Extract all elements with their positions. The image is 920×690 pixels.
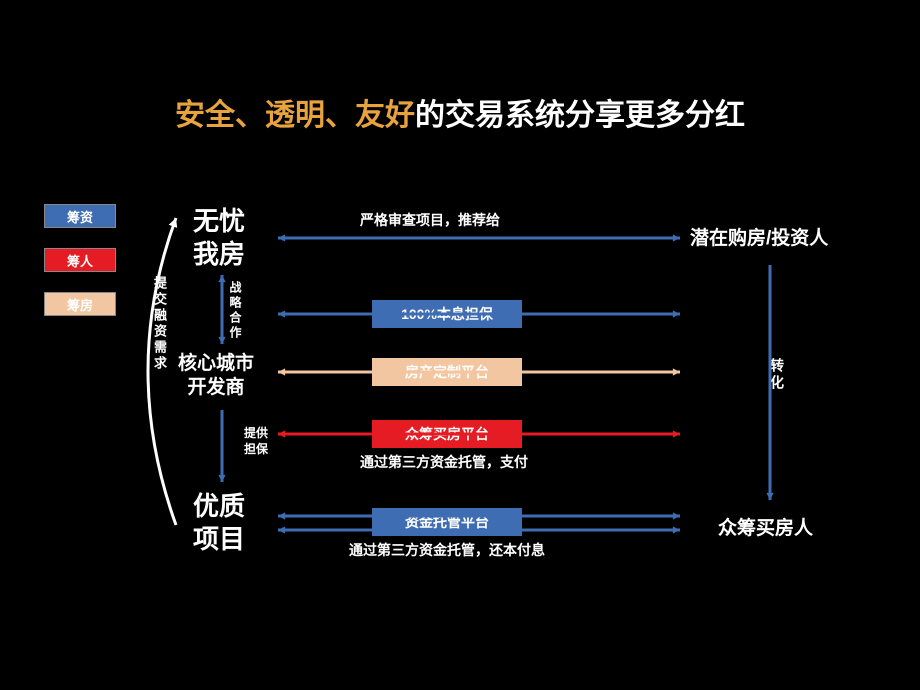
slide-title: 安全、透明、友好的交易系统分享更多分红 (0, 90, 920, 134)
label-repay-custody: 通过第三方资金托管，还本付息 (349, 540, 545, 560)
label-pay-custody: 通过第三方资金托管，支付 (360, 452, 528, 472)
legend-item: 筹资 (44, 204, 116, 228)
platform-box: 房产定制平台 (372, 358, 522, 386)
title-accent: 安全、透明、友好 (175, 99, 415, 132)
node-line: 项目 (193, 523, 245, 556)
platform-box: 资金托管平台 (372, 508, 522, 536)
node-line: 开发商 (178, 376, 254, 400)
node-line: 核心城市 (178, 352, 254, 376)
title-rest: 的交易系统分享更多分红 (415, 99, 745, 132)
node-investor: 潜在购房/投资人 (690, 227, 828, 251)
label-strategic: 战略合作 (227, 281, 244, 341)
label-submit-need: 提交融资需求 (150, 276, 169, 372)
label-strict-review: 严格审查项目，推荐给 (360, 210, 500, 230)
node-line: 我房 (193, 238, 245, 271)
node-wuyou-wofang: 无忧 我房 (193, 205, 245, 270)
node-project: 优质 项目 (193, 490, 245, 555)
platform-box: 众筹买房平台 (372, 420, 522, 448)
node-buyer: 众筹买房人 (718, 517, 813, 541)
node-line: 无忧 (193, 205, 245, 238)
legend-item: 筹人 (44, 248, 116, 272)
platform-box: 100%本息担保 (372, 300, 522, 328)
label-guarantee: 提供担保 (244, 426, 268, 457)
node-line: 优质 (193, 490, 245, 523)
legend-item: 筹房 (44, 292, 116, 316)
label-transform: 转化 (767, 358, 787, 392)
node-developer: 核心城市 开发商 (178, 352, 254, 400)
slide: 安全、透明、友好的交易系统分享更多分红 筹资筹人筹房 无忧 我房 核心城市 开发… (0, 0, 920, 690)
